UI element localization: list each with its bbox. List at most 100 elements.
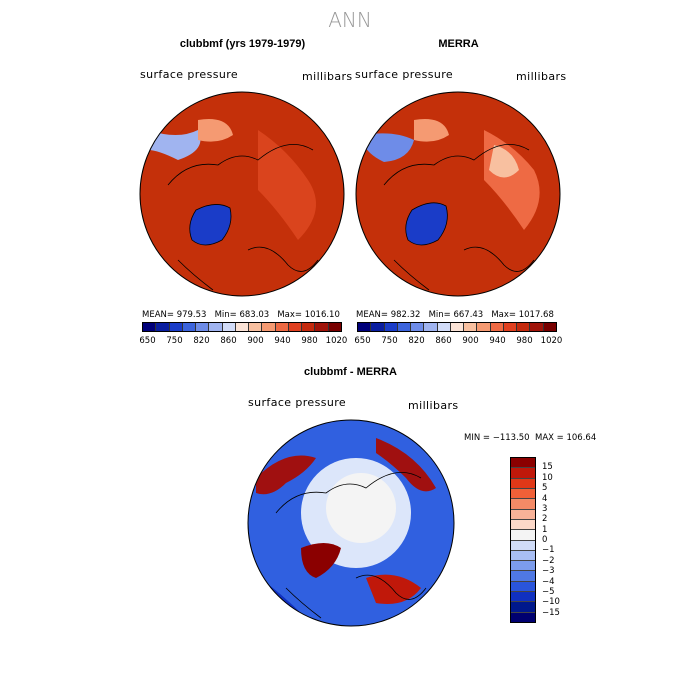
diff-map xyxy=(247,419,455,627)
diff-colorbar-tick-label: −5 xyxy=(542,586,555,597)
diff-colorbar-tick-label: 2 xyxy=(542,514,548,525)
panel2-colorbar-tick-label: 900 xyxy=(462,336,479,346)
panel1-greenland xyxy=(189,204,232,246)
panel2-colorbar-swatch xyxy=(371,323,385,331)
diff-colorbar-swatch xyxy=(511,540,535,551)
panel1-max: Max= 1016.10 xyxy=(277,310,340,320)
panel2-colorbar-swatch xyxy=(490,323,504,331)
diff-colorbar-tick-label: −15 xyxy=(542,607,560,618)
panel1-colorbar-tick-label: 820 xyxy=(193,336,210,346)
panel1-colorbar-tick-label: 900 xyxy=(247,336,264,346)
diff-colorbar-swatch xyxy=(511,478,535,489)
panel1-colorbar-tick-label: 980 xyxy=(301,336,318,346)
diff-red-band-3 xyxy=(301,543,341,578)
panel1-colorbar-ticks: 650 750 820 860 900 940 980 1020 xyxy=(134,336,350,346)
panel2-colorbar-swatch xyxy=(450,323,465,331)
diff-red-band-1 xyxy=(256,455,316,495)
diff-colorbar xyxy=(510,457,536,623)
panel2-colorbar-swatch xyxy=(358,323,372,331)
panel1-colorbar-swatch xyxy=(302,323,316,331)
diff-colorbar-swatch xyxy=(511,519,535,531)
panel2-colorbar-swatch xyxy=(464,323,478,331)
diff-red-band-4 xyxy=(366,574,421,604)
diff-colorbar-tick-label: −1 xyxy=(542,545,555,556)
panel2-colorbar xyxy=(357,322,557,332)
diff-units-label: millibars xyxy=(408,399,459,412)
diff-colorbar-swatch xyxy=(511,530,535,541)
diff-colorbar-ticks: 15 10 5 4 3 2 1 0 −1 −2 −3 −4 −5 −10 −15 xyxy=(542,457,582,623)
panel2-greenland xyxy=(405,202,448,246)
panel1-stats: MEAN= 979.53 Min= 683.03 Max= 1016.10 xyxy=(142,310,340,320)
diff-colorbar-tick-label: 3 xyxy=(542,503,548,514)
panel1-colorbar-tick-label: 940 xyxy=(274,336,291,346)
panel1-units-label: millibars xyxy=(302,70,353,83)
panel1-colorbar-swatch xyxy=(235,323,250,331)
panel2-colorbar-tick-label: 860 xyxy=(435,336,452,346)
panel1-ocean-fill xyxy=(140,92,344,296)
panel1-colorbar-swatch xyxy=(222,323,236,331)
diff-minmax: MIN = −113.50 MAX = 106.64 xyxy=(464,433,597,443)
panel1-min: Min= 683.03 xyxy=(214,310,270,320)
panel2-max: Max= 1017.68 xyxy=(491,310,554,320)
diff-colorbar-tick-label: −2 xyxy=(542,555,555,566)
panel2-colorbar-tick-label: 980 xyxy=(516,336,533,346)
panel2-colorbar-swatch xyxy=(517,323,531,331)
panel1-colorbar-tick-label: 1020 xyxy=(325,336,348,346)
diff-colorbar-tick-label: 5 xyxy=(542,483,548,494)
panel1-colorbar-swatch xyxy=(182,323,197,331)
diff-colorbar-tick-label: −10 xyxy=(542,597,560,608)
diff-colorbar-swatch xyxy=(511,468,535,479)
diff-colorbar-swatch xyxy=(511,602,535,613)
panel1-colorbar-tick-label: 650 xyxy=(139,336,156,346)
diff-field-label: surface pressure xyxy=(248,396,347,409)
diff-colorbar-swatch xyxy=(511,488,535,500)
panel2-colorbar-swatch xyxy=(543,323,556,331)
panel2-stats: MEAN= 982.32 Min= 667.43 Max= 1017.68 xyxy=(356,310,554,320)
diff-coast xyxy=(275,472,427,619)
panel1-coast xyxy=(167,144,319,291)
diff-title: clubbmf - MERRA xyxy=(304,366,397,378)
diff-colorbar-tick-label: −4 xyxy=(542,576,555,587)
panel2-colorbar-swatch xyxy=(411,323,425,331)
panel2-colorbar-swatch xyxy=(477,323,491,331)
panel2-colorbar-tick-label: 940 xyxy=(489,336,506,346)
diff-colorbar-tick-label: 0 xyxy=(542,535,548,545)
panel2-colorbar-swatch xyxy=(384,323,398,331)
panel2-title: MERRA xyxy=(438,38,479,50)
panel1-colorbar-swatch xyxy=(275,323,289,331)
diff-colorbar-swatch xyxy=(511,581,535,593)
panel2-land-highlight-3 xyxy=(364,133,414,162)
panel1-colorbar-swatch xyxy=(288,323,303,331)
panel1-colorbar-swatch xyxy=(169,323,183,331)
diff-colorbar-tick-label: 4 xyxy=(542,493,548,504)
panel2-min: Min= 667.43 xyxy=(428,310,484,320)
panel1-colorbar-swatch xyxy=(143,323,157,331)
panel1-colorbar-swatch xyxy=(209,323,223,331)
panel2-colorbar-swatch xyxy=(397,323,412,331)
panel1-title: clubbmf (yrs 1979-1979) xyxy=(179,38,306,50)
panel2-field-label: surface pressure xyxy=(355,68,454,81)
panel1-colorbar-tick-label: 860 xyxy=(220,336,237,346)
panel1-land-highlight-3 xyxy=(198,119,233,142)
panel2-units-label: millibars xyxy=(516,70,567,83)
panel1-colorbar-swatch xyxy=(262,323,276,331)
diff-colorbar-tick-label: −3 xyxy=(542,566,555,577)
diff-colorbar-swatch xyxy=(511,458,535,469)
panel1-colorbar-swatch xyxy=(196,323,210,331)
diff-center-white xyxy=(326,473,396,543)
panel2-colorbar-swatch xyxy=(503,323,518,331)
diff-colorbar-tick-label: 15 xyxy=(542,462,553,473)
diff-red-band-2 xyxy=(376,438,436,492)
diff-colorbar-swatch xyxy=(511,592,535,603)
panel2-colorbar-tick-label: 650 xyxy=(354,336,371,346)
panel1-colorbar-swatch xyxy=(315,323,329,331)
diff-colorbar-tick-label: 1 xyxy=(542,524,548,535)
panel1-colorbar-tick-label: 750 xyxy=(166,336,183,346)
diff-colorbar-swatch xyxy=(511,509,535,520)
panel2-colorbar-swatch xyxy=(437,323,451,331)
panel1-land-highlight xyxy=(258,130,316,240)
panel2-land-highlight-2 xyxy=(489,145,519,178)
panel2-colorbar-tick-label: 1020 xyxy=(540,336,563,346)
panel2-mean: MEAN= 982.32 xyxy=(356,310,421,320)
panel2-colorbar-tick-label: 750 xyxy=(381,336,398,346)
